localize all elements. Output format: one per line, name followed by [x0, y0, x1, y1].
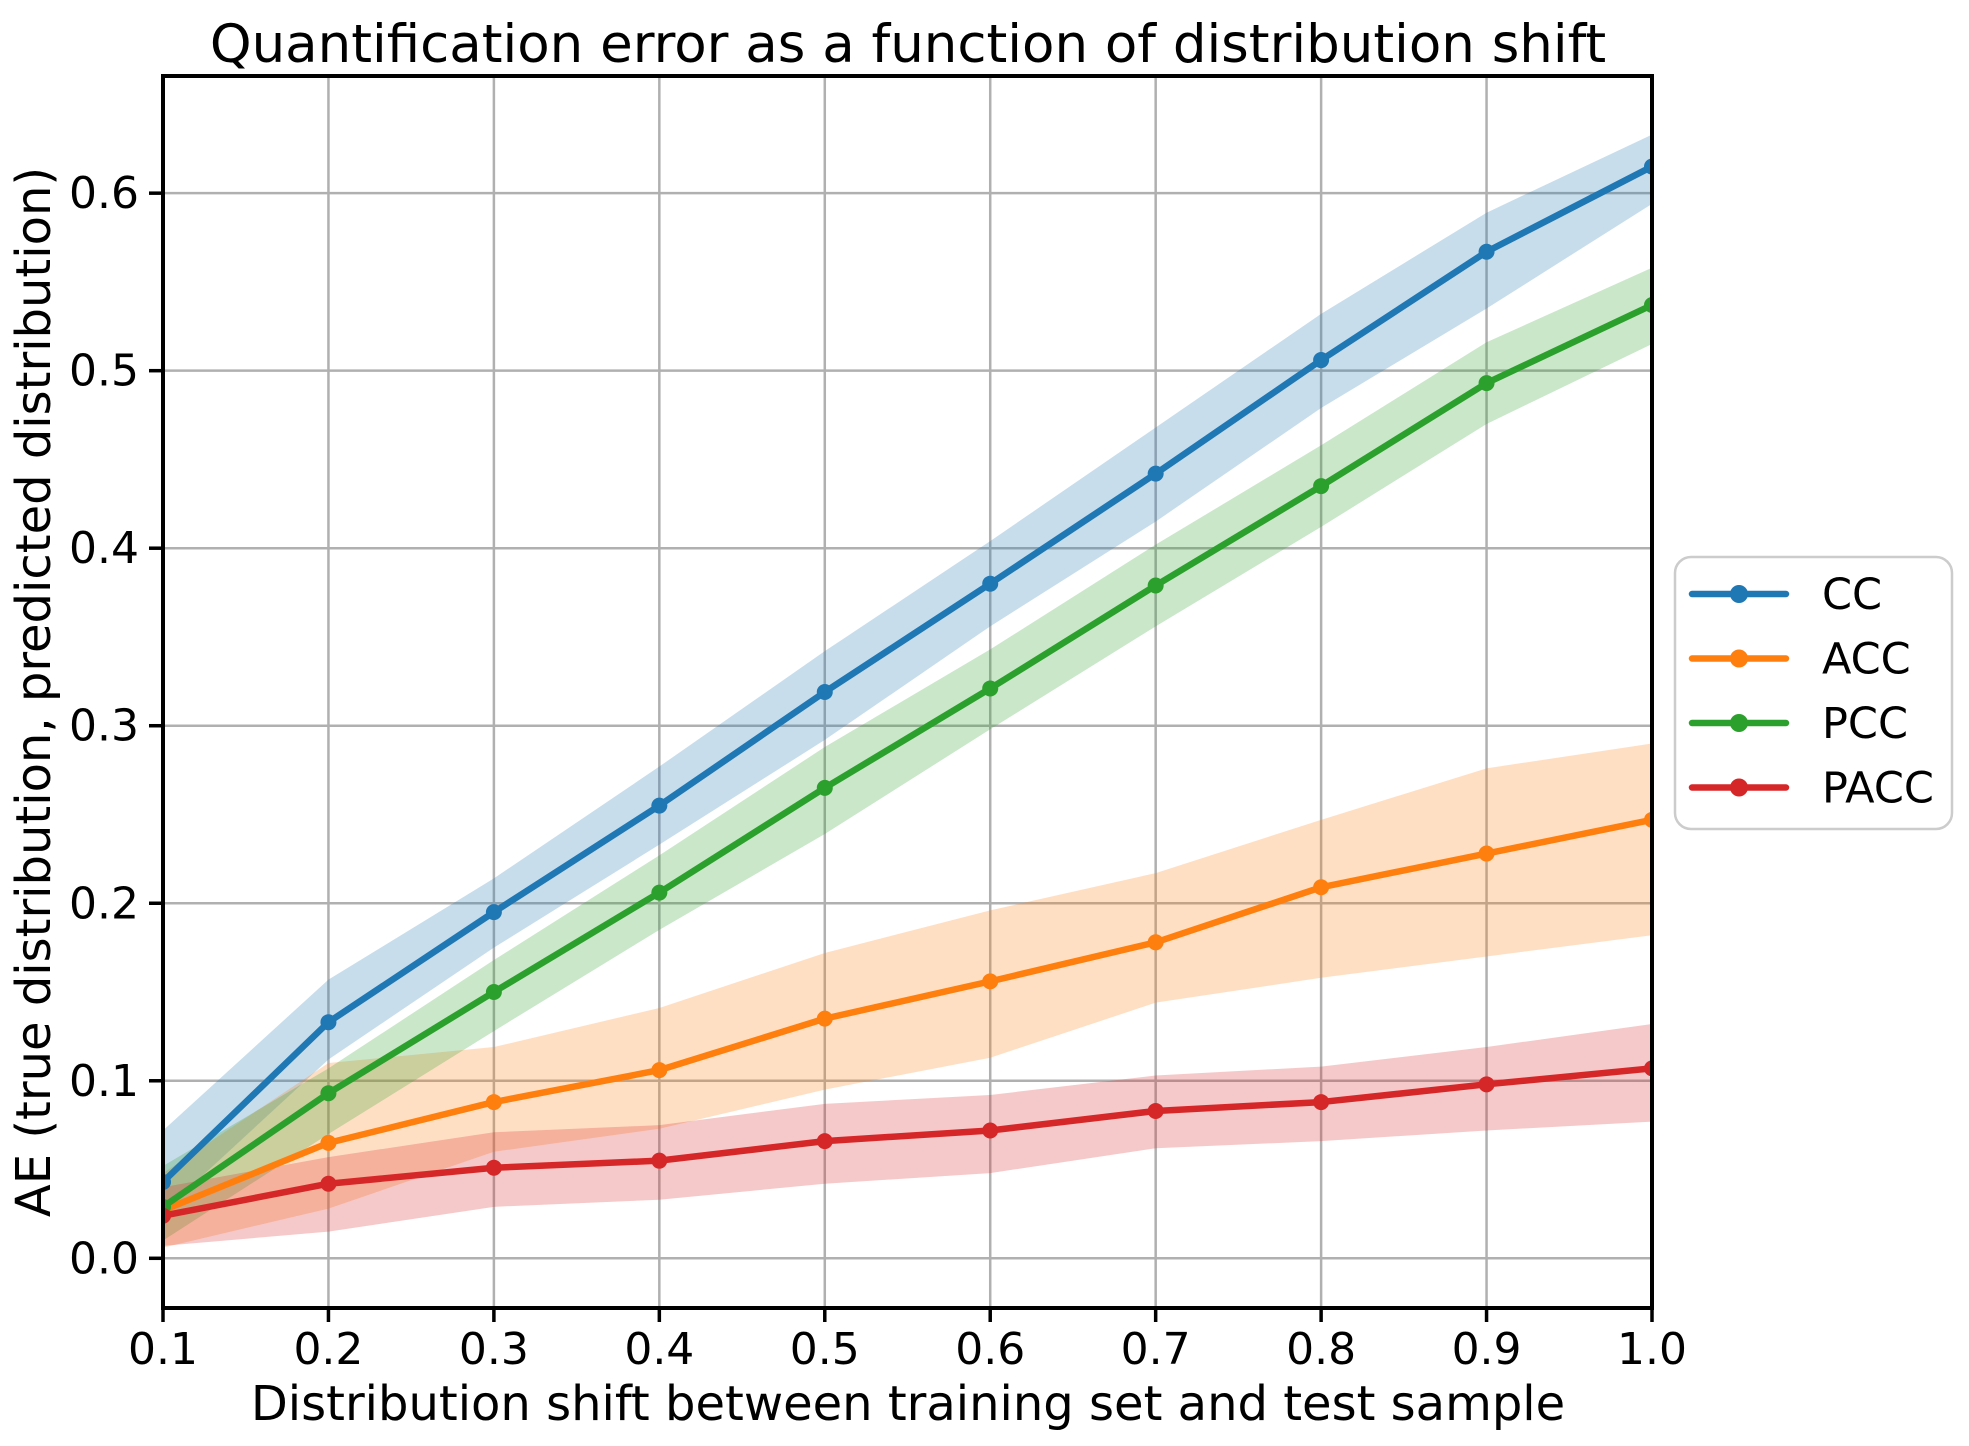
x-tick-label-0.6: 0.6 [955, 1324, 1025, 1375]
cc-marker-0.4 [651, 797, 668, 814]
pacc-series [163, 1060, 1652, 1224]
axis-ticks [149, 191, 1654, 1322]
legend-label-pcc: PCC [1822, 699, 1908, 749]
pacc-marker-0.7 [1147, 1102, 1164, 1119]
legend-marker [1730, 585, 1748, 603]
x-tick-label-0.9: 0.9 [1452, 1324, 1522, 1375]
pcc-marker-0.5 [816, 779, 833, 796]
legend-item-cc: CC [1688, 570, 1882, 620]
legend-marker [1730, 714, 1748, 732]
x-tick-label-0.5: 0.5 [790, 1324, 860, 1375]
acc-marker-0.5 [816, 1010, 833, 1027]
y-tick-label-0.3: 0.3 [69, 701, 139, 752]
y-tick-label-0.4: 0.4 [69, 523, 139, 574]
y-tick-label-0.2: 0.2 [69, 878, 139, 929]
x-tick-label-0.7: 0.7 [1121, 1324, 1191, 1375]
x-tick-labels: 0.1 0.2 0.3 0.4 0.5 0.6 0.7 0.8 0.9 1.0 [128, 1324, 1687, 1375]
cc-marker-0.8 [1313, 352, 1330, 369]
legend-item-acc: ACC [1688, 635, 1911, 685]
x-tick-label-0.4: 0.4 [624, 1324, 694, 1375]
pacc-marker-0.6 [982, 1122, 999, 1139]
pacc-marker-0.3 [485, 1159, 502, 1176]
pcc-marker-0.7 [1147, 577, 1164, 594]
legend: CC ACC PCC PACC [1673, 555, 1954, 831]
y-tick-label-0.5: 0.5 [69, 346, 139, 397]
pacc-marker-0.5 [816, 1133, 833, 1150]
legend-label-cc: CC [1822, 570, 1882, 620]
pcc-marker-0.6 [982, 680, 999, 697]
y-tick-label-0.0: 0.0 [69, 1233, 139, 1284]
acc-marker-0.4 [651, 1062, 668, 1079]
y-tick-label-0.1: 0.1 [69, 1056, 139, 1107]
cc-line [163, 163, 1652, 1186]
pcc-marker-0.8 [1313, 478, 1330, 495]
plot-border [161, 74, 1654, 1310]
chart-title: Quantification error as a function of di… [210, 14, 1606, 75]
acc-marker-0.9 [1478, 845, 1495, 862]
pcc-series [163, 297, 1652, 1215]
cc-confidence-band [163, 134, 1652, 1213]
cc-marker-0.5 [816, 684, 833, 700]
x-tick-label-1.0: 1.0 [1617, 1324, 1687, 1375]
x-tick-label-0.8: 0.8 [1286, 1324, 1356, 1375]
pcc-line [163, 301, 1652, 1211]
acc-confidence-band [163, 743, 1652, 1248]
pacc-line [163, 1065, 1652, 1219]
y-tick-labels: 0.0 0.1 0.2 0.3 0.4 0.5 0.6 [69, 168, 139, 1284]
legend-box [1673, 555, 1954, 831]
pacc-marker-0.9 [1478, 1076, 1495, 1093]
pcc-marker-0.2 [320, 1085, 337, 1102]
acc-marker-0.6 [982, 973, 999, 990]
pcc-marker-0.3 [485, 984, 502, 1001]
pacc-marker-0.2 [320, 1175, 337, 1192]
y-axis-label: AE (true distribution, predicted distrib… [6, 167, 62, 1217]
legend-item-pacc: PACC [1688, 764, 1934, 814]
legend-label-pacc: PACC [1822, 764, 1934, 814]
acc-marker-0.2 [320, 1134, 337, 1151]
legend-marker [1730, 778, 1748, 797]
x-tick-label-0.2: 0.2 [293, 1324, 363, 1375]
pcc-marker-0.9 [1478, 375, 1495, 392]
cc-marker-0.3 [485, 904, 502, 921]
cc-marker-0.7 [1147, 465, 1164, 482]
acc-marker-0.8 [1313, 879, 1330, 896]
acc-line [163, 816, 1652, 1214]
acc-marker-0.3 [485, 1094, 502, 1111]
cc-marker-0.2 [320, 1014, 337, 1031]
legend-marker [1730, 649, 1748, 668]
cc-marker-0.9 [1478, 243, 1495, 260]
y-tick-label-0.6: 0.6 [69, 168, 139, 219]
legend-label-acc: ACC [1822, 635, 1911, 685]
cc-marker-0.6 [982, 575, 999, 592]
x-tick-label-0.1: 0.1 [128, 1324, 198, 1375]
x-tick-label-0.3: 0.3 [459, 1324, 529, 1375]
pcc-marker-0.4 [651, 884, 668, 901]
legend-item-pcc: PCC [1688, 699, 1908, 749]
acc-marker-0.7 [1147, 934, 1164, 951]
x-axis-label: Distribution shift between training set … [251, 1376, 1565, 1432]
pacc-marker-0.8 [1313, 1094, 1330, 1111]
pacc-marker-0.4 [651, 1152, 668, 1169]
